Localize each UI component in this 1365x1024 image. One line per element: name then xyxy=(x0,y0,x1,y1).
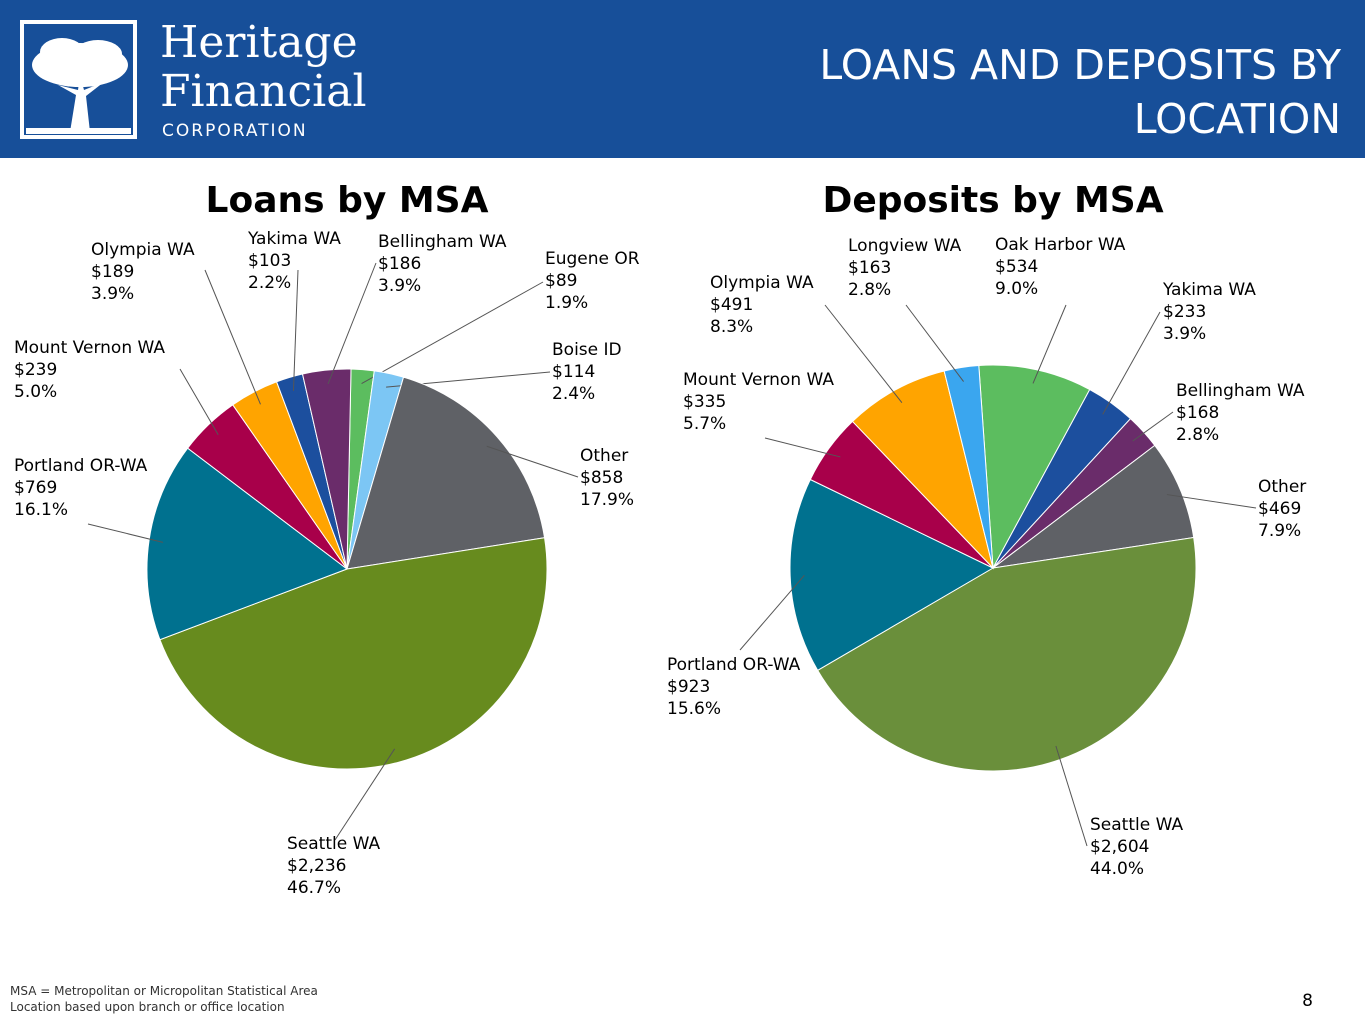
slice-value: $858 xyxy=(580,468,623,488)
slice-percent: 9.0% xyxy=(995,279,1038,299)
leader-line xyxy=(1055,745,1088,847)
slice-percent: 44.0% xyxy=(1090,859,1144,879)
pie-slice xyxy=(789,478,995,672)
leader-line xyxy=(1032,304,1067,384)
leader-line xyxy=(486,445,579,478)
slice-label: Portland OR-WA xyxy=(14,456,148,476)
slice-value: $469 xyxy=(1258,499,1301,519)
slice-value: $2,236 xyxy=(287,856,346,876)
slice-label: Other xyxy=(580,446,628,466)
slice-value: $923 xyxy=(667,677,710,697)
chart-title: Loans by MSA xyxy=(206,180,489,221)
slice-label: Other xyxy=(1258,477,1306,497)
slice-value: $163 xyxy=(848,258,891,278)
slice-percent: 2.8% xyxy=(1176,425,1219,445)
slice-percent: 3.9% xyxy=(378,276,421,296)
slice-label: Yakima WA xyxy=(247,229,341,249)
slice-label: Seattle WA xyxy=(1090,815,1183,835)
pie-slice xyxy=(851,370,994,570)
slice-value: $239 xyxy=(14,360,57,380)
slice-percent: 3.9% xyxy=(91,284,134,304)
slice-percent: 5.0% xyxy=(14,382,57,402)
slice-percent: 2.4% xyxy=(552,384,595,404)
slice-label: Olympia WA xyxy=(91,240,195,260)
pie-slice xyxy=(301,368,352,570)
slice-percent: 2.8% xyxy=(848,280,891,300)
slice-percent: 46.7% xyxy=(287,878,341,898)
leader-line xyxy=(334,748,396,841)
slice-label: Yakima WA xyxy=(1162,280,1256,300)
pie-slice xyxy=(346,376,546,570)
slice-label: Seattle WA xyxy=(287,834,380,854)
logo-text: Financial xyxy=(160,66,367,117)
slice-label: Mount Vernon WA xyxy=(683,370,834,390)
slice-percent: 17.9% xyxy=(580,490,634,510)
leader-line xyxy=(361,281,544,385)
pie-slice xyxy=(992,444,1195,569)
page-number: 8 xyxy=(1302,991,1313,1011)
slice-value: $168 xyxy=(1176,403,1219,423)
slice-percent: 8.3% xyxy=(710,317,753,337)
slice-value: $2,604 xyxy=(1090,837,1149,857)
slice-percent: 15.6% xyxy=(667,699,721,719)
slice-value: $114 xyxy=(552,362,595,382)
leader-line xyxy=(204,269,261,405)
slice-value: $233 xyxy=(1163,302,1206,322)
logo-text: CORPORATION xyxy=(162,121,308,141)
pie-slice xyxy=(146,447,349,641)
slice-label: Boise ID xyxy=(552,340,622,360)
slice-percent: 5.7% xyxy=(683,414,726,434)
slice-label: Oak Harbor WA xyxy=(995,235,1126,255)
leader-line xyxy=(1132,411,1174,442)
slice-value: $335 xyxy=(683,392,726,412)
slide-title: LOANS AND DEPOSITS BY LOCATION xyxy=(819,41,1341,143)
leader-line xyxy=(327,262,377,385)
slice-value: $89 xyxy=(545,271,577,291)
slice-percent: 2.2% xyxy=(248,273,291,293)
slice-label: Bellingham WA xyxy=(378,232,507,252)
slice-percent: 1.9% xyxy=(545,293,588,313)
logo xyxy=(20,20,137,139)
leader-line xyxy=(905,304,964,382)
footnote: MSA = Metropolitan or Micropolitan Stati… xyxy=(10,984,318,998)
slice-value: $491 xyxy=(710,295,753,315)
leader-line xyxy=(739,574,805,651)
slice-label: Eugene OR xyxy=(545,249,640,269)
header-band xyxy=(0,0,1365,158)
chart-title: Deposits by MSA xyxy=(822,180,1163,221)
leader-line xyxy=(179,368,219,436)
leader-line xyxy=(764,437,841,458)
logo-text: Heritage xyxy=(160,17,358,68)
slice-label: Olympia WA xyxy=(710,273,814,293)
slice-label: Longview WA xyxy=(848,236,962,256)
pie-slice xyxy=(159,537,548,770)
leader-line xyxy=(292,269,299,391)
slice-value: $769 xyxy=(14,478,57,498)
slice-label: Portland OR-WA xyxy=(667,655,801,675)
leader-line xyxy=(1102,311,1161,415)
slice-percent: 16.1% xyxy=(14,500,68,520)
footnote: Location based upon branch or office loc… xyxy=(10,1000,285,1014)
leader-line xyxy=(1166,494,1257,509)
leader-line xyxy=(87,523,164,543)
slice-label: Bellingham WA xyxy=(1176,381,1305,401)
slice-value: $534 xyxy=(995,257,1038,277)
slice-label: Mount Vernon WA xyxy=(14,338,165,358)
slice-value: $186 xyxy=(378,254,421,274)
slice-value: $189 xyxy=(91,262,134,282)
pie-slice xyxy=(978,364,1091,570)
pie-slice xyxy=(817,536,1197,772)
slice-value: $103 xyxy=(248,251,291,271)
leader-line xyxy=(824,304,903,403)
pie-slice xyxy=(943,364,994,569)
slice-percent: 3.9% xyxy=(1163,324,1206,344)
slice-percent: 7.9% xyxy=(1258,521,1301,541)
